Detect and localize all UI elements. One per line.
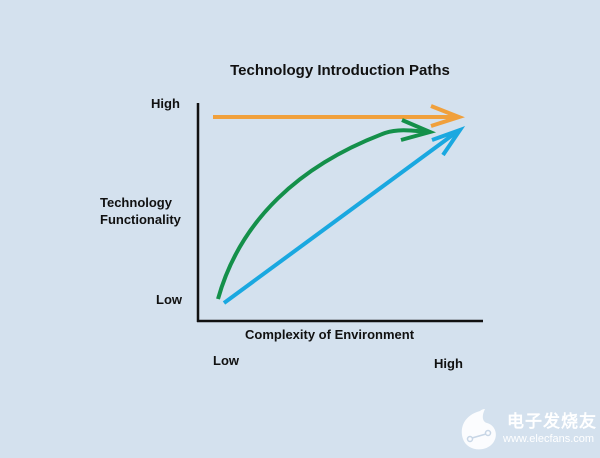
watermark-url: www.elecfans.com [503,433,595,445]
y-low-label: Low [156,292,182,307]
y-axis-label-line1: Technology [100,195,172,210]
y-high-label: High [151,96,180,111]
green-path-arrow [216,118,437,300]
watermark-logo: 电子发烧友 www.elecfans.com [455,405,600,455]
watermark-text: 电子发烧友 [507,412,597,431]
blue-path-arrow [222,126,466,305]
x-high-label: High [434,356,463,371]
y-axis-label-line2: Functionality [100,212,181,227]
x-low-label: Low [213,353,239,368]
watermark-logo-icon [461,409,496,450]
diagram-title: Technology Introduction Paths [230,62,450,79]
orange-path-arrow [213,104,465,128]
x-axis-label: Complexity of Environment [245,327,415,342]
